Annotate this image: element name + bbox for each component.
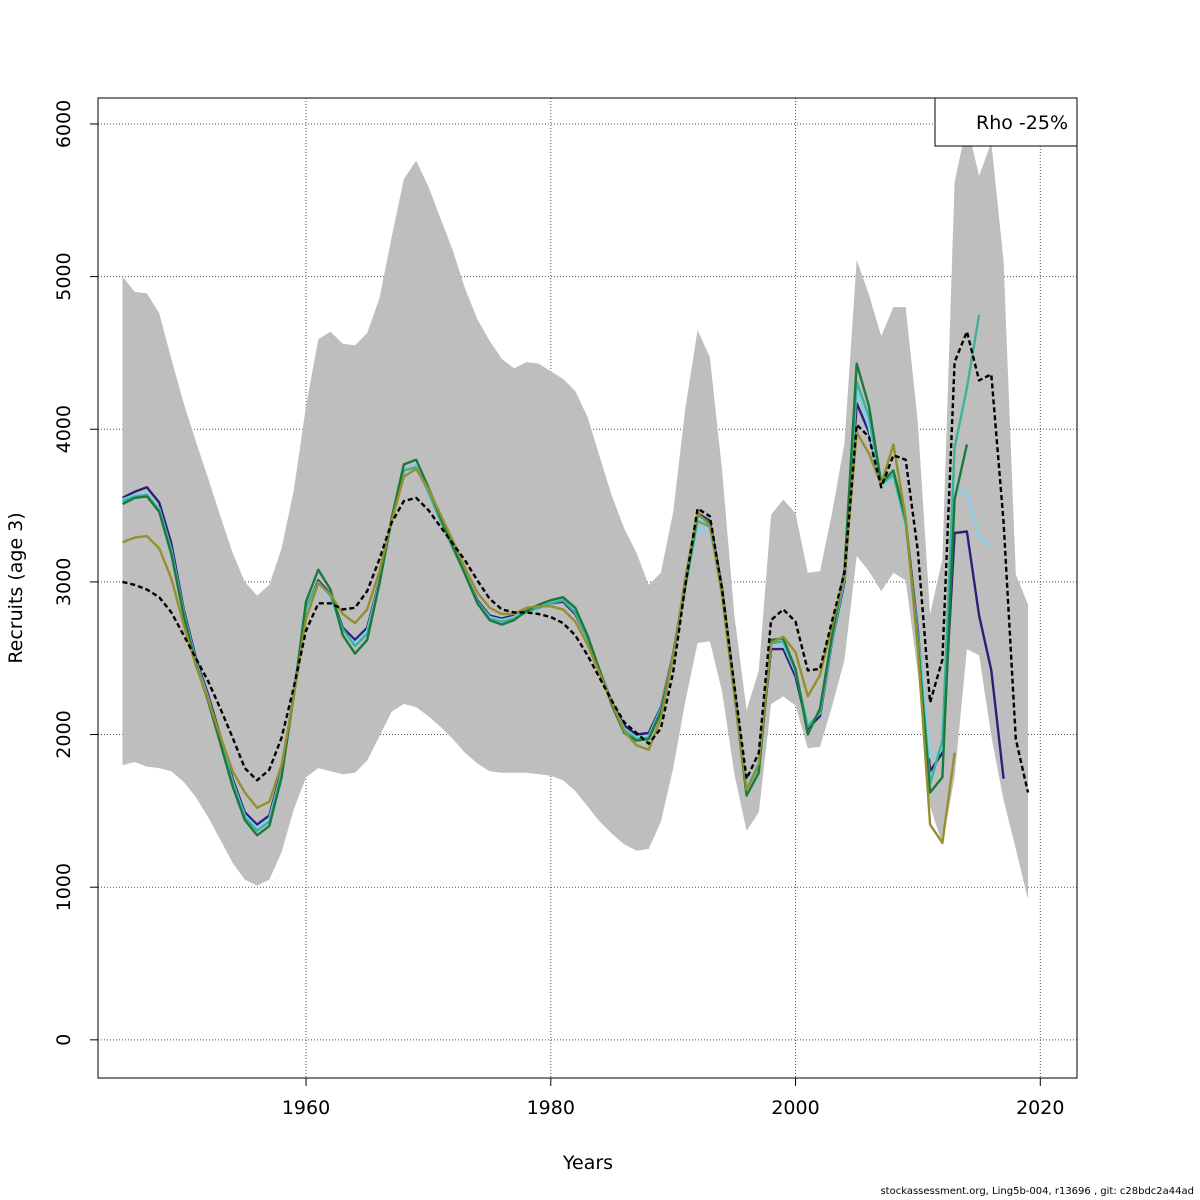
y-tick-label: 2000 xyxy=(53,710,75,758)
y-tick-label: 3000 xyxy=(53,558,75,606)
legend: Rho -25% xyxy=(934,97,1078,147)
y-tick-label: 6000 xyxy=(53,100,75,148)
y-tick-label: 0 xyxy=(53,1034,75,1046)
y-axis-title: Recruits (age 3) xyxy=(5,512,27,663)
confidence-band xyxy=(122,124,1028,900)
y-tick-label: 4000 xyxy=(53,405,75,453)
legend-text: Rho -25% xyxy=(976,112,1068,134)
legend-box xyxy=(934,97,1078,147)
x-tick-label: 1960 xyxy=(282,1097,330,1119)
y-tick-label: 5000 xyxy=(53,252,75,300)
y-axis: 0 1000 2000 3000 4000 5000 6000 xyxy=(53,100,99,1046)
confidence-band-layer xyxy=(122,124,1028,900)
x-tick-label: 1980 xyxy=(527,1097,575,1119)
x-tick-label: 2000 xyxy=(771,1097,819,1119)
series-line-base xyxy=(122,330,1030,793)
series-line-retro-4 xyxy=(121,362,969,837)
series-layer xyxy=(121,314,1030,845)
footer-note: stockassessment.org, Ling5b-004, r13696 … xyxy=(880,1186,1194,1197)
x-axis-title: Years xyxy=(562,1152,613,1174)
x-tick-label: 2020 xyxy=(1016,1097,1064,1119)
y-tick-label: 1000 xyxy=(53,863,75,911)
x-axis: 1960 1980 2000 2020 xyxy=(282,1077,1064,1119)
series-line-retro-5 xyxy=(122,431,956,845)
